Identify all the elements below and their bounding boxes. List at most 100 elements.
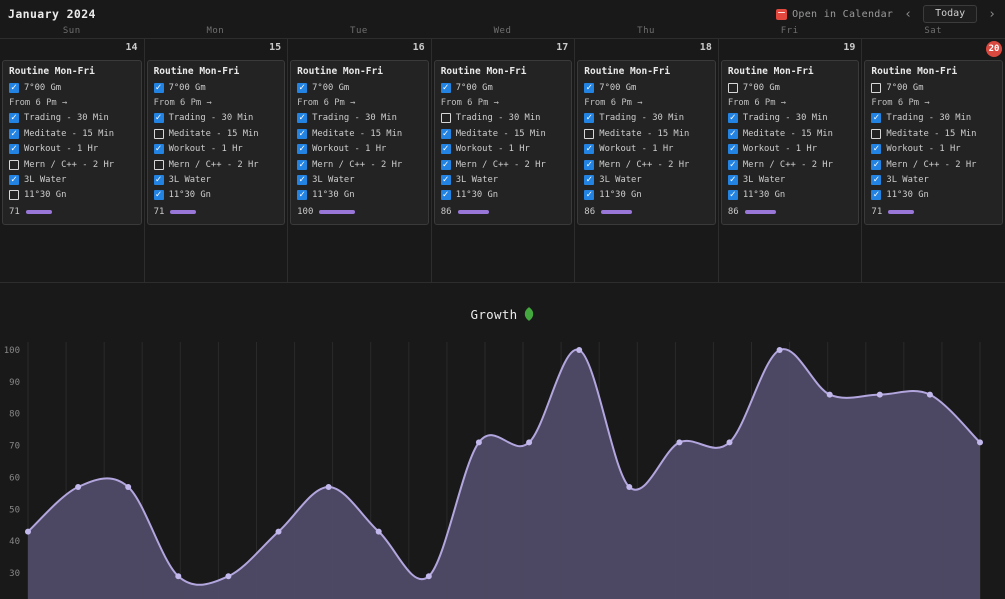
checked-checkbox-icon[interactable]: ✓ <box>871 144 882 155</box>
checked-checkbox-icon[interactable]: ✓ <box>440 82 451 93</box>
checked-checkbox-icon[interactable]: ✓ <box>871 113 882 124</box>
routine-card[interactable]: Routine Mon-Fri ✓ 7°00 Gm From 6 Pm → Tradin… <box>433 60 573 226</box>
todo-item[interactable]: Mern / C++ - 2 Hr <box>9 157 135 172</box>
unchecked-checkbox-icon[interactable] <box>153 159 164 170</box>
todo-item[interactable]: ✓ 7°00 Gm <box>9 80 135 95</box>
checked-checkbox-icon[interactable]: ✓ <box>297 159 308 170</box>
todo-item[interactable]: ✓ Meditate - 15 Min <box>9 126 135 141</box>
todo-item[interactable]: ✓ 3L Water <box>871 172 996 187</box>
routine-card[interactable]: Routine Mon-Fri ✓ 7°00 Gm From 6 Pm → ✓ Tradi… <box>146 60 286 226</box>
date-number[interactable]: 17 <box>556 42 569 53</box>
todo-item[interactable]: 7°00 Gm <box>871 80 996 95</box>
checked-checkbox-icon[interactable]: ✓ <box>297 113 308 124</box>
routine-card[interactable]: Routine Mon-Fri ✓ 7°00 Gm From 6 Pm → ✓ Tradi… <box>2 60 142 226</box>
date-number[interactable]: 15 <box>269 42 282 53</box>
checked-checkbox-icon[interactable]: ✓ <box>727 113 738 124</box>
todo-item[interactable]: Meditate - 15 Min <box>871 126 996 141</box>
todo-item[interactable]: ✓ Trading - 30 Min <box>297 111 422 126</box>
checked-checkbox-icon[interactable]: ✓ <box>727 175 738 186</box>
todo-item[interactable]: ✓ Meditate - 15 Min <box>297 126 422 141</box>
todo-item[interactable]: ✓ Meditate - 15 Min <box>440 126 566 141</box>
todo-item[interactable]: ✓ Workout - 1 Hr <box>9 142 135 157</box>
checked-checkbox-icon[interactable]: ✓ <box>727 144 738 155</box>
todo-item[interactable]: ✓ Trading - 30 Min <box>871 111 996 126</box>
todo-item[interactable]: ✓ 11°30 Gn <box>871 188 996 203</box>
checked-checkbox-icon[interactable]: ✓ <box>153 190 164 201</box>
todo-item[interactable]: ✓ Mern / C++ - 2 Hr <box>440 157 566 172</box>
routine-card[interactable]: Routine Mon-Fri 7°00 Gm From 6 Pm → ✓ Tradin… <box>864 60 1003 226</box>
date-number[interactable]: 19 <box>843 42 856 53</box>
checked-checkbox-icon[interactable]: ✓ <box>871 159 882 170</box>
todo-item[interactable]: ✓ Trading - 30 Min <box>584 111 709 126</box>
todo-item[interactable]: ✓ 11°30 Gn <box>727 188 853 203</box>
checked-checkbox-icon[interactable]: ✓ <box>440 144 451 155</box>
todo-item[interactable]: ✓ Trading - 30 Min <box>153 111 279 126</box>
unchecked-checkbox-icon[interactable] <box>727 82 738 93</box>
todo-item[interactable]: Trading - 30 Min <box>440 111 566 126</box>
date-number[interactable]: 16 <box>412 42 425 53</box>
todo-item[interactable]: 11°30 Gn <box>9 188 135 203</box>
checked-checkbox-icon[interactable]: ✓ <box>584 82 595 93</box>
checked-checkbox-icon[interactable]: ✓ <box>584 113 595 124</box>
checked-checkbox-icon[interactable]: ✓ <box>297 144 308 155</box>
todo-item[interactable]: ✓ Trading - 30 Min <box>9 111 135 126</box>
checked-checkbox-icon[interactable]: ✓ <box>440 128 451 139</box>
todo-item[interactable]: ✓ 3L Water <box>584 172 709 187</box>
checked-checkbox-icon[interactable]: ✓ <box>871 190 882 201</box>
todo-item[interactable]: ✓ Workout - 1 Hr <box>297 142 422 157</box>
todo-item[interactable]: Meditate - 15 Min <box>153 126 279 141</box>
todo-item[interactable]: ✓ Mern / C++ - 2 Hr <box>297 157 422 172</box>
checked-checkbox-icon[interactable]: ✓ <box>9 175 19 186</box>
unchecked-checkbox-icon[interactable] <box>584 128 595 139</box>
todo-item[interactable]: Mern / C++ - 2 Hr <box>153 157 279 172</box>
unchecked-checkbox-icon[interactable] <box>871 128 882 139</box>
todo-item[interactable]: ✓ Workout - 1 Hr <box>871 142 996 157</box>
next-week-chevron-icon[interactable]: › <box>988 6 996 22</box>
todo-item[interactable]: ✓ 11°30 Gn <box>584 188 709 203</box>
unchecked-checkbox-icon[interactable] <box>9 190 19 201</box>
unchecked-checkbox-icon[interactable] <box>153 128 164 139</box>
checked-checkbox-icon[interactable]: ✓ <box>584 190 595 201</box>
checked-checkbox-icon[interactable]: ✓ <box>727 190 738 201</box>
todo-item[interactable]: ✓ 3L Water <box>297 172 422 187</box>
today-button[interactable]: Today <box>923 5 978 23</box>
checked-checkbox-icon[interactable]: ✓ <box>153 82 164 93</box>
checked-checkbox-icon[interactable]: ✓ <box>584 175 595 186</box>
unchecked-checkbox-icon[interactable] <box>9 159 19 170</box>
todo-item[interactable]: ✓ Mern / C++ - 2 Hr <box>727 157 853 172</box>
todo-item[interactable]: ✓ 7°00 Gm <box>440 80 566 95</box>
checked-checkbox-icon[interactable]: ✓ <box>297 190 308 201</box>
checked-checkbox-icon[interactable]: ✓ <box>297 82 308 93</box>
checked-checkbox-icon[interactable]: ✓ <box>584 159 595 170</box>
checked-checkbox-icon[interactable]: ✓ <box>9 82 19 93</box>
checked-checkbox-icon[interactable]: ✓ <box>727 159 738 170</box>
todo-item[interactable]: 7°00 Gm <box>727 80 853 95</box>
checked-checkbox-icon[interactable]: ✓ <box>297 175 308 186</box>
checked-checkbox-icon[interactable]: ✓ <box>584 144 595 155</box>
checked-checkbox-icon[interactable]: ✓ <box>153 175 164 186</box>
checked-checkbox-icon[interactable]: ✓ <box>727 128 738 139</box>
today-date-badge[interactable]: 20 <box>985 41 1002 57</box>
todo-item[interactable]: ✓ Workout - 1 Hr <box>727 142 853 157</box>
checked-checkbox-icon[interactable]: ✓ <box>440 175 451 186</box>
todo-item[interactable]: ✓ 3L Water <box>9 172 135 187</box>
todo-item[interactable]: ✓ 11°30 Gn <box>153 188 279 203</box>
checked-checkbox-icon[interactable]: ✓ <box>9 128 19 139</box>
todo-item[interactable]: ✓ Workout - 1 Hr <box>440 142 566 157</box>
todo-item[interactable]: ✓ Workout - 1 Hr <box>153 142 279 157</box>
unchecked-checkbox-icon[interactable] <box>871 82 882 93</box>
date-number[interactable]: 14 <box>125 42 138 53</box>
todo-item[interactable]: ✓ 11°30 Gn <box>297 188 422 203</box>
todo-item[interactable]: ✓ 7°00 Gm <box>584 80 709 95</box>
unchecked-checkbox-icon[interactable] <box>440 113 451 124</box>
todo-item[interactable]: ✓ 3L Water <box>440 172 566 187</box>
todo-item[interactable]: Meditate - 15 Min <box>584 126 709 141</box>
prev-week-chevron-icon[interactable]: ‹ <box>904 6 913 22</box>
checked-checkbox-icon[interactable]: ✓ <box>871 175 882 186</box>
checked-checkbox-icon[interactable]: ✓ <box>297 128 308 139</box>
open-in-calendar-link[interactable]: Open in Calendar <box>776 8 893 20</box>
todo-item[interactable]: ✓ 7°00 Gm <box>153 80 279 95</box>
routine-card[interactable]: Routine Mon-Fri ✓ 7°00 Gm From 6 Pm → ✓ Tradi… <box>290 60 429 226</box>
todo-item[interactable]: ✓ 3L Water <box>153 172 279 187</box>
checked-checkbox-icon[interactable]: ✓ <box>440 159 451 170</box>
